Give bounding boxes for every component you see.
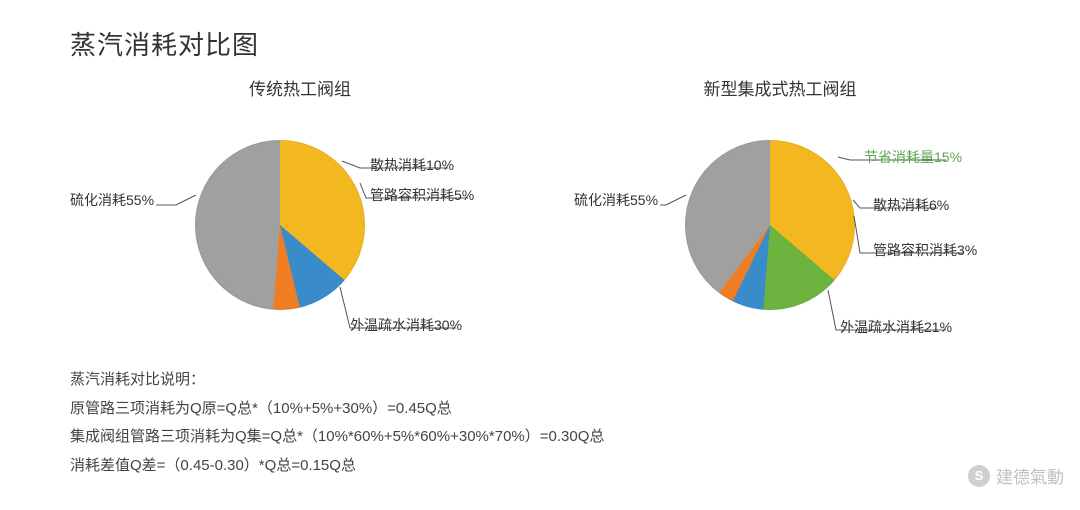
watermark-text: 建德氣動 xyxy=(996,463,1064,488)
pie-chart-new: 新型集成式热工阀组 硫化消耗55% 节省消耗量15% 散热消耗6% 管路容积消耗… xyxy=(540,75,1020,355)
notes-line-3: 消耗差值Q差=（0.45-0.30）*Q总=0.15Q总 xyxy=(70,452,604,481)
chart1-label-pipe: 管路容积消耗5% xyxy=(370,188,474,202)
page-title: 蒸汽消耗对比图 xyxy=(70,25,259,62)
notes: 蒸汽消耗对比说明： 原管路三项消耗为Q原=Q总*（10%+5%+30%）=0.4… xyxy=(70,366,604,480)
watermark: S 建德氣動 xyxy=(968,463,1064,488)
chart2-label-drain: 外温疏水消耗21% xyxy=(840,320,952,334)
notes-line-1: 原管路三项消耗为Q原=Q总*（10%+5%+30%）=0.45Q总 xyxy=(70,395,604,424)
chart2-label-heat: 散热消耗6% xyxy=(873,198,949,212)
pie-chart-traditional: 传统热工阀组 硫化消耗55% 散热消耗10% 管路容积消耗5% 外温疏水消耗30… xyxy=(60,75,540,355)
chart2-label-sulfur: 硫化消耗55% xyxy=(574,193,658,207)
chart2-label-saving: 节省消耗量15% xyxy=(864,150,962,164)
chart1-title: 传统热工阀组 xyxy=(60,75,540,100)
chart1-label-drain: 外温疏水消耗30% xyxy=(350,318,462,332)
pie1 xyxy=(195,140,365,310)
chart1-label-sulfur: 硫化消耗55% xyxy=(70,193,154,207)
chart1-label-heat: 散热消耗10% xyxy=(370,158,454,172)
chart2-title: 新型集成式热工阀组 xyxy=(540,75,1020,100)
watermark-icon: S xyxy=(968,465,990,487)
notes-heading: 蒸汽消耗对比说明： xyxy=(70,366,604,395)
notes-line-2: 集成阀组管路三项消耗为Q集=Q总*（10%*60%+5%*60%+30%*70%… xyxy=(70,423,604,452)
charts-row: 传统热工阀组 硫化消耗55% 散热消耗10% 管路容积消耗5% 外温疏水消耗30… xyxy=(60,75,1020,355)
chart2-label-pipe: 管路容积消耗3% xyxy=(873,243,977,257)
pie2 xyxy=(685,140,855,310)
